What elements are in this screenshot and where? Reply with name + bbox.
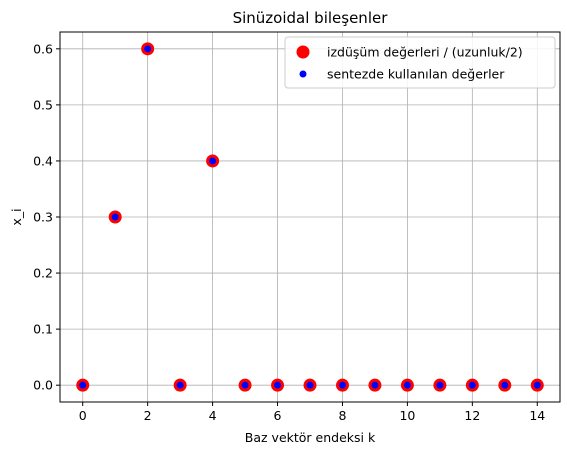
synthesis-point [468, 381, 476, 389]
synthesis-point [111, 213, 119, 221]
legend-marker [299, 70, 307, 78]
synthesis-point [338, 381, 346, 389]
synthesis-point [241, 381, 249, 389]
x-tick-label: 2 [144, 408, 152, 423]
x-tick-label: 6 [274, 408, 282, 423]
legend-marker [296, 45, 310, 59]
y-tick-label: 0.5 [33, 97, 53, 112]
legend-box [284, 36, 556, 89]
data-points [76, 42, 544, 392]
synthesis-point [79, 381, 87, 389]
synthesis-point [533, 381, 541, 389]
x-tick-label: 10 [399, 408, 415, 423]
x-tick-label: 14 [529, 408, 545, 423]
synthesis-point [176, 381, 184, 389]
y-tick-label: 0.4 [33, 153, 53, 168]
y-axis: 0.0 0.1 0.2 0.3 0.4 0.5 0.6 [33, 41, 60, 393]
legend-label: sentezde kullanılan değerler [327, 67, 505, 82]
y-axis-label: x_i [9, 208, 24, 225]
synthesis-point [306, 381, 314, 389]
y-tick-label: 0.0 [33, 378, 53, 393]
x-axis-label: Baz vektör endeksi k [245, 430, 376, 445]
synthesis-point [501, 381, 509, 389]
synthesis-point [274, 381, 282, 389]
y-tick-label: 0.1 [33, 322, 53, 337]
legend: izdüşüm değerleri / (uzunluk/2) sentezde … [284, 36, 556, 89]
x-tick-label: 8 [338, 408, 346, 423]
synthesis-point [403, 381, 411, 389]
y-tick-label: 0.6 [33, 41, 53, 56]
x-tick-label: 0 [79, 408, 87, 423]
synthesis-point [144, 45, 152, 53]
synthesis-point [209, 157, 217, 165]
y-tick-label: 0.3 [33, 210, 53, 225]
chart-title: Sinüzoidal bileşenler [233, 9, 389, 27]
x-tick-label: 4 [209, 408, 217, 423]
legend-label: izdüşüm değerleri / (uzunluk/2) [327, 45, 523, 60]
x-axis: 0 2 4 6 8 10 12 14 [79, 402, 545, 423]
synthesis-point [371, 381, 379, 389]
synthesis-point [436, 381, 444, 389]
y-tick-label: 0.2 [33, 266, 53, 281]
x-tick-label: 12 [464, 408, 480, 423]
